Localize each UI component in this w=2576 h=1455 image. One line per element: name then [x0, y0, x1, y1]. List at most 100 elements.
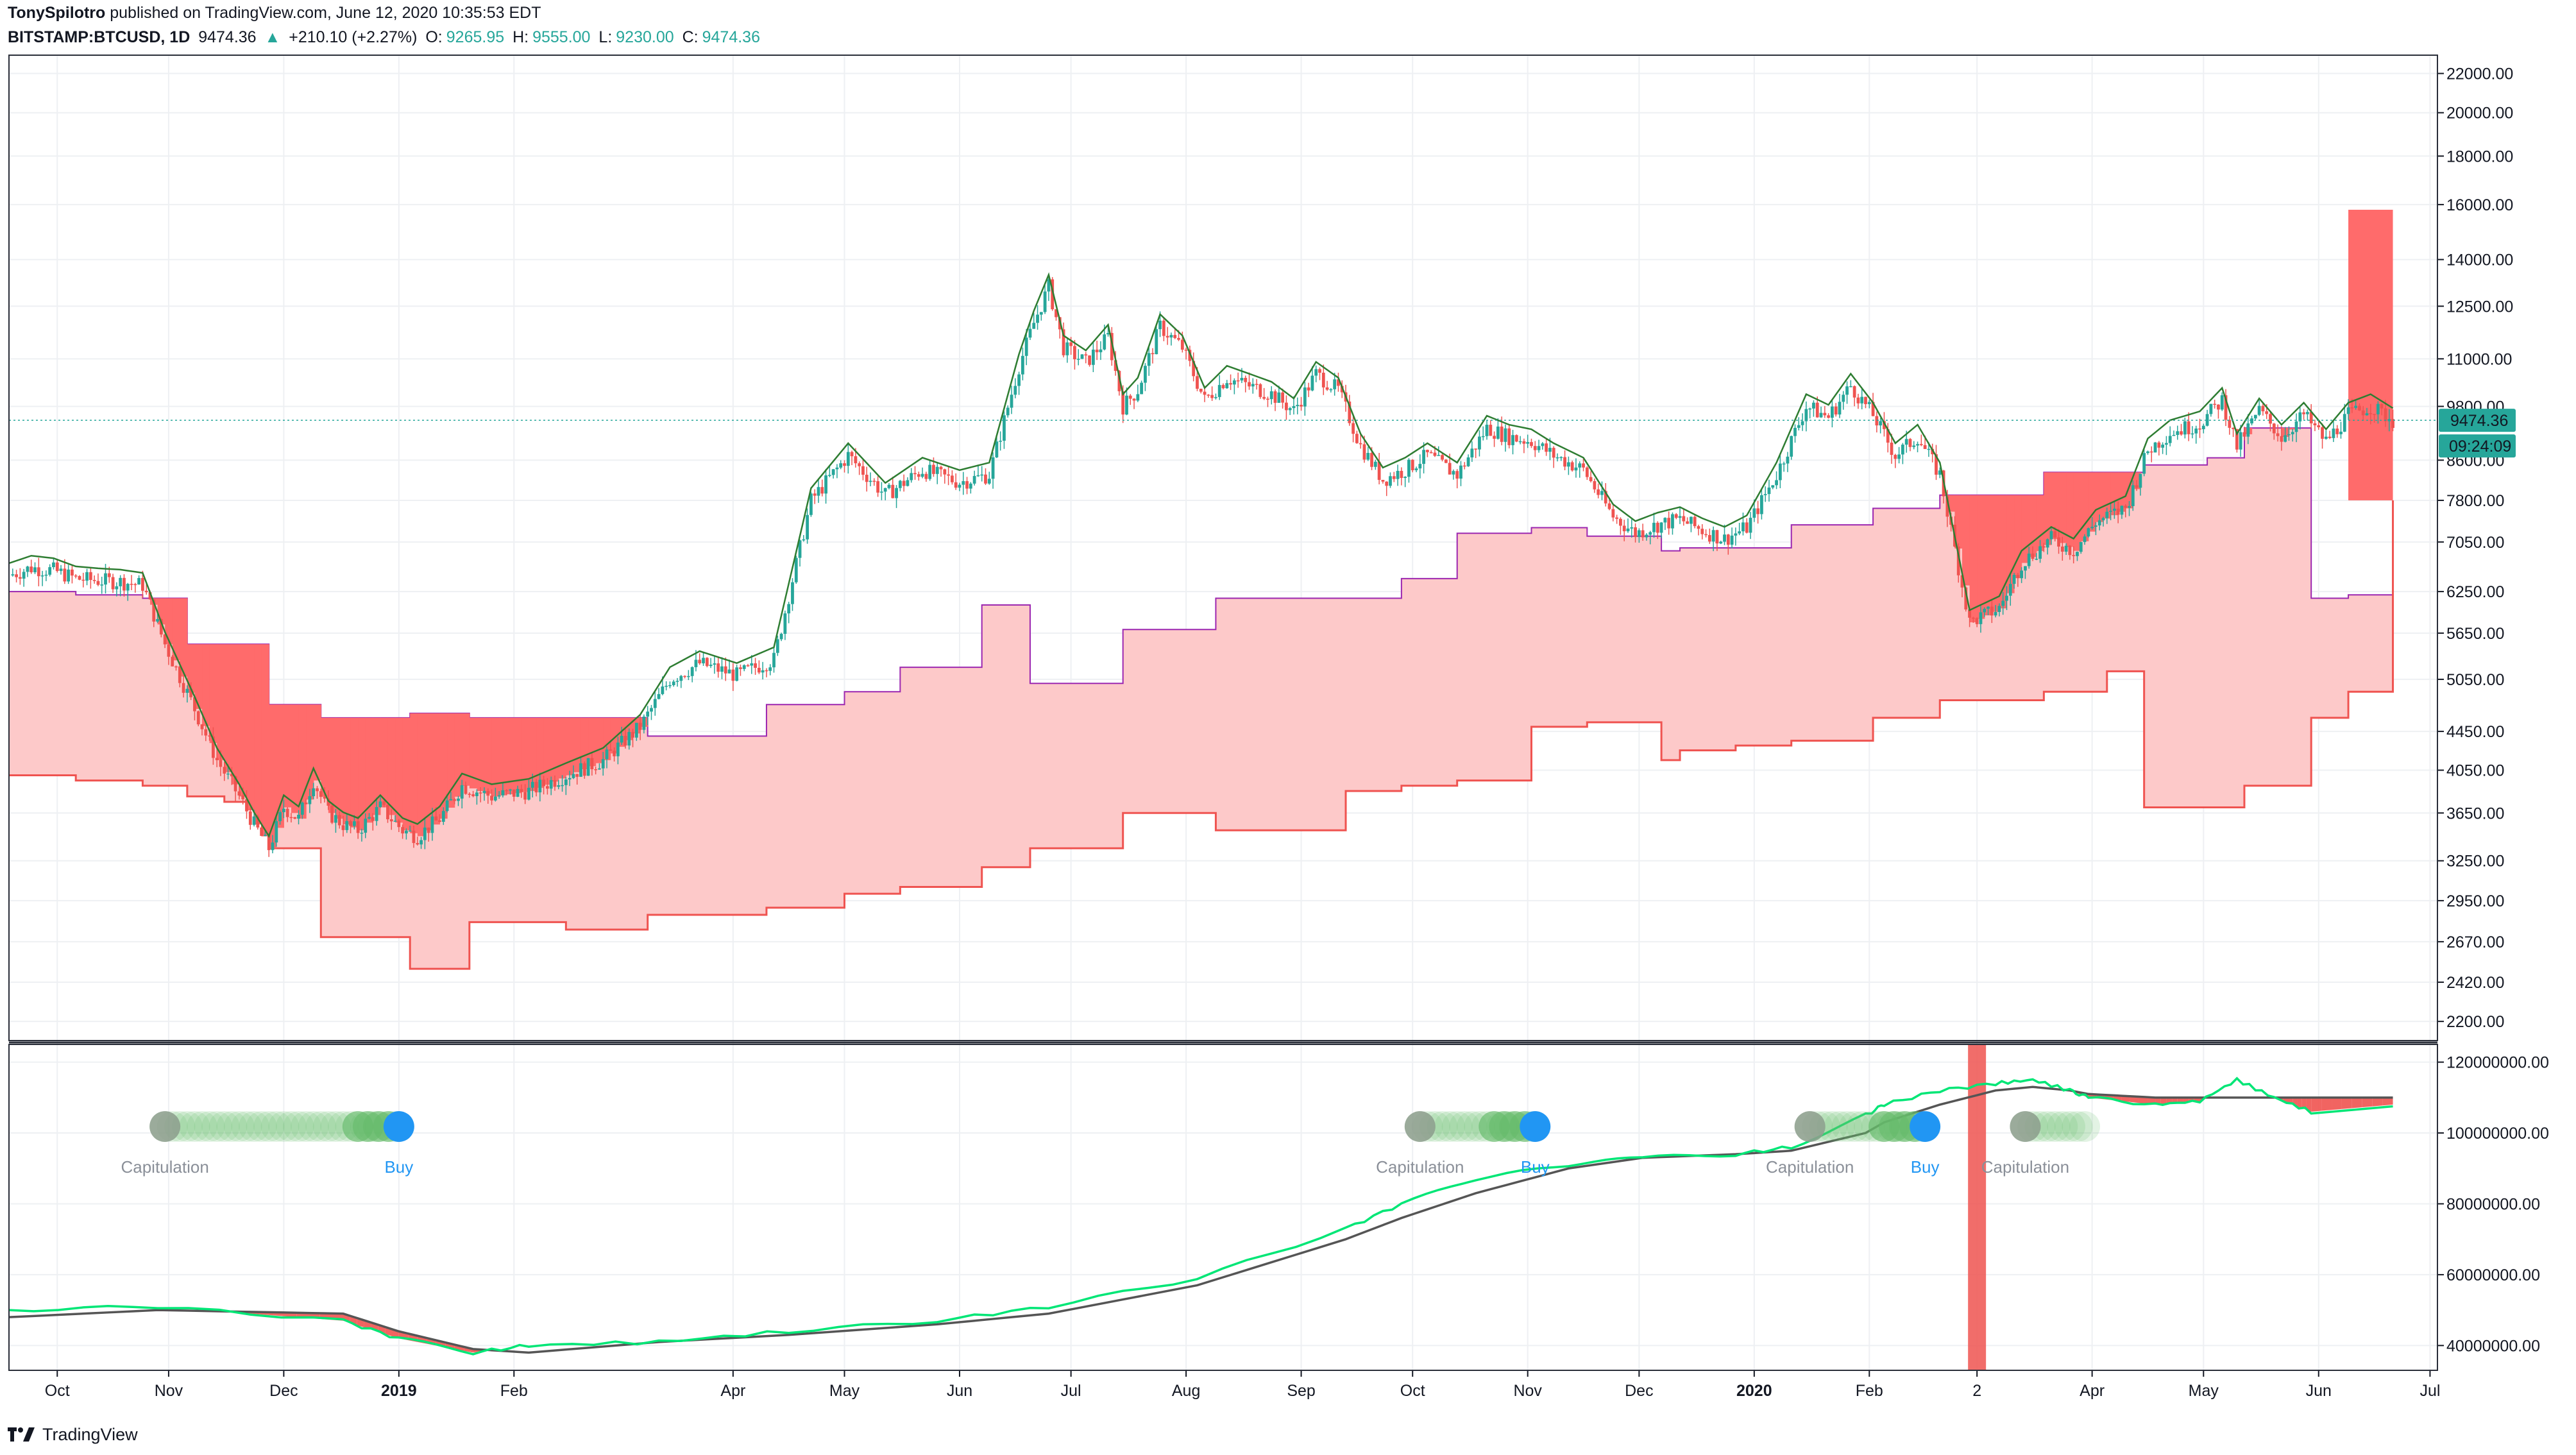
candle-body	[1065, 342, 1069, 355]
candle-body	[605, 749, 609, 760]
candle-body	[382, 801, 386, 805]
candle-body	[1236, 380, 1240, 382]
cloud-breach-fill	[284, 704, 292, 808]
candle-body	[1110, 333, 1114, 361]
candle-body	[2272, 423, 2276, 434]
candle-body	[2253, 414, 2257, 419]
candle-body	[995, 441, 999, 457]
candle-body	[2261, 405, 2265, 412]
candle-body	[2049, 531, 2053, 540]
ribbon-fill	[2382, 1097, 2393, 1106]
x-tick-label: Feb	[1856, 1382, 1883, 1400]
candle-body	[668, 685, 672, 686]
indicator-pane-border	[8, 1044, 2438, 1371]
candle-body	[557, 785, 561, 787]
candle-body	[928, 464, 932, 479]
candle-body	[430, 816, 434, 833]
candle-body	[1767, 487, 1771, 495]
candle-body	[2053, 531, 2057, 538]
signal-trail-dot	[253, 1111, 285, 1142]
candle-body	[130, 584, 133, 585]
signal-trail-dot	[1456, 1111, 1487, 1142]
candle-body	[304, 803, 308, 804]
candle-body	[1006, 407, 1010, 416]
candle-body	[85, 572, 89, 581]
candle-body	[156, 618, 159, 622]
candle-body	[1619, 518, 1622, 526]
candle-body	[962, 481, 965, 485]
cloud-breach-fill	[291, 704, 300, 813]
candle-body	[876, 481, 880, 493]
symbol-label[interactable]: BITSTAMP:BTCUSD, 1D	[8, 28, 191, 46]
candle-body	[159, 618, 163, 634]
cloud-breach-fill	[432, 713, 441, 825]
signal-trail-dot	[283, 1111, 314, 1142]
candle-body	[598, 768, 601, 770]
x-tick-label: Jun	[947, 1382, 972, 1400]
candle-body	[1207, 395, 1210, 396]
author-name[interactable]: TonySpilotro	[8, 4, 106, 22]
candle-body	[694, 659, 698, 667]
candle-body	[2128, 506, 2131, 508]
candle-body	[1455, 471, 1459, 479]
candle-body	[1217, 385, 1221, 397]
candle-body	[2101, 518, 2105, 521]
candle-body	[835, 467, 839, 470]
cloud-breach-fill	[180, 598, 188, 677]
candle-body	[2239, 432, 2242, 450]
candle-body	[434, 816, 438, 821]
candle-body	[490, 796, 493, 801]
ribbon-fill	[2332, 1097, 2342, 1110]
candle-body	[1121, 391, 1125, 415]
candle-body	[1355, 434, 1359, 443]
candle-body	[196, 711, 200, 725]
cloud-breach-fill	[2081, 472, 2089, 541]
candle-body	[534, 781, 538, 793]
candle-body	[104, 573, 107, 585]
y-tick-label: 6250.00	[2446, 583, 2504, 601]
candle-body	[393, 821, 397, 822]
candle-body	[119, 577, 123, 586]
candle-body	[910, 473, 913, 481]
candle-body	[1470, 448, 1474, 457]
candle-body	[275, 821, 278, 843]
candle-body	[2105, 511, 2109, 518]
candle-body	[1165, 336, 1169, 338]
candle-body	[1964, 587, 1968, 610]
candle-body	[1500, 426, 1504, 442]
candle-body	[1975, 618, 1979, 624]
candle-body	[141, 577, 144, 591]
candle-body	[1088, 355, 1091, 365]
cloud-breach-fill	[254, 644, 262, 825]
candle-body	[549, 779, 553, 789]
candle-body	[96, 581, 100, 585]
buy-dot	[383, 1111, 414, 1142]
candle-body	[1036, 314, 1039, 323]
candle-body	[1103, 334, 1106, 350]
candle-body	[497, 795, 501, 797]
candle-body	[464, 785, 468, 794]
footer-brand[interactable]: TradingView	[8, 1422, 138, 1447]
candle-body	[1277, 392, 1281, 403]
candle-body	[2242, 432, 2246, 437]
candle-body	[1752, 508, 1756, 518]
candle-body	[200, 724, 204, 729]
cloud-breach-fill	[2044, 472, 2052, 545]
y-tick-label: 2670.00	[2446, 933, 2504, 951]
ribbon-fill	[2362, 1097, 2373, 1108]
cloud-breach-fill	[402, 717, 411, 831]
candle-body	[546, 786, 549, 789]
cloud-breach-fill	[239, 644, 248, 797]
candle-body	[1370, 452, 1373, 467]
candle-body	[2168, 436, 2172, 443]
candle-body	[1648, 532, 1652, 535]
candle-body	[2302, 412, 2305, 414]
candle-body	[1983, 608, 1987, 613]
signal-green-dot	[1479, 1111, 1510, 1142]
x-tick-label: Apr	[2080, 1382, 2105, 1400]
candle-body	[1296, 405, 1300, 407]
candle-body	[1990, 606, 1994, 616]
candle-body	[1210, 395, 1214, 398]
candle-body	[1314, 369, 1318, 376]
